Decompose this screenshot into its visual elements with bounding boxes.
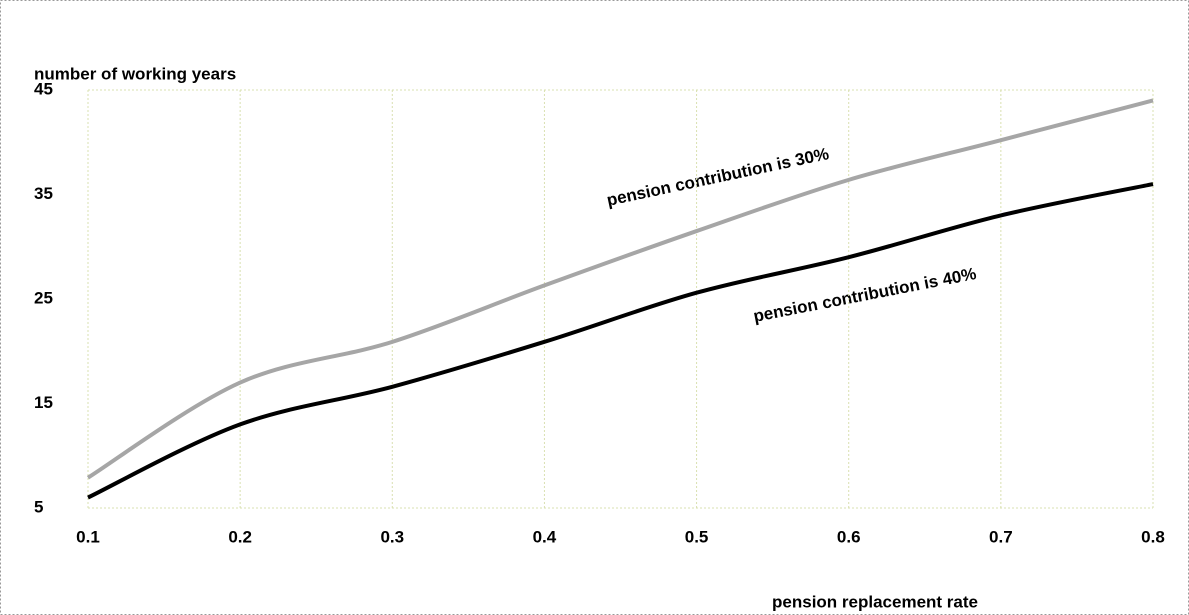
- y-tick-label: 25: [34, 288, 53, 307]
- y-axis-label: number of working years: [34, 64, 236, 83]
- x-tick-label: 0.1: [76, 527, 100, 546]
- y-tick-label: 5: [34, 497, 43, 516]
- x-axis-label: pension replacement rate: [772, 592, 978, 611]
- x-tick-label: 0.2: [228, 527, 252, 546]
- y-tick-label: 15: [34, 393, 53, 412]
- x-tick-label: 0.6: [837, 527, 861, 546]
- annotation: pension contribution is 30%: [605, 144, 831, 210]
- x-tick-label: 0.3: [380, 527, 404, 546]
- x-tick-label: 0.5: [685, 527, 709, 546]
- x-tick-label: 0.7: [989, 527, 1013, 546]
- y-tick-label: 45: [34, 79, 53, 98]
- x-tick-label: 0.8: [1141, 527, 1165, 546]
- series-line: [86, 98, 1154, 480]
- y-tick-label: 35: [34, 184, 53, 203]
- series-line: [87, 182, 1154, 500]
- x-tick-label: 0.4: [533, 527, 557, 546]
